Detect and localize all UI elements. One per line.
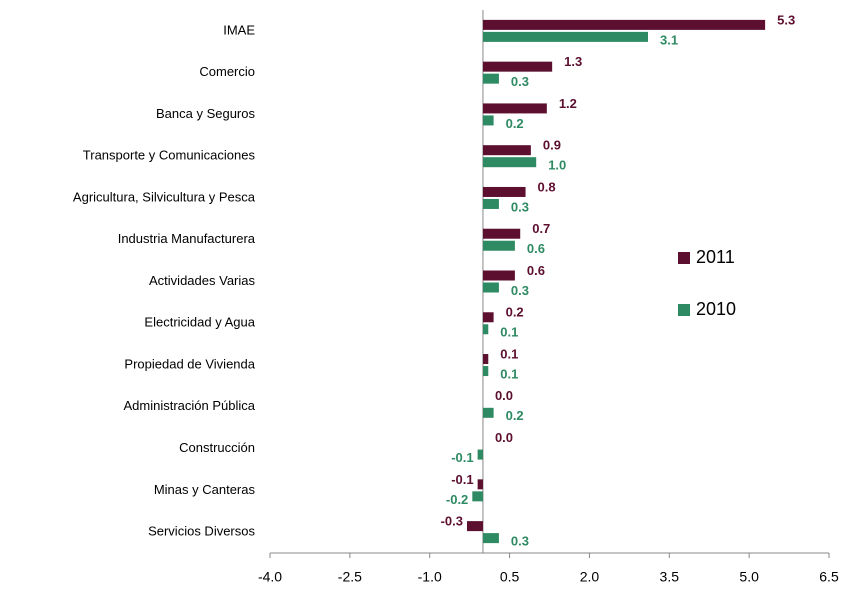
bar xyxy=(482,533,499,544)
bar xyxy=(482,186,526,197)
value-label: 0.9 xyxy=(543,138,561,153)
value-label: 0.6 xyxy=(527,263,545,278)
value-label: 1.0 xyxy=(548,158,566,173)
category-label: Administración Pública xyxy=(123,398,255,413)
category-label: Industria Manufacturera xyxy=(118,231,256,246)
bar xyxy=(482,198,499,209)
bar xyxy=(482,240,515,251)
category-label: Comercio xyxy=(199,64,255,79)
bar xyxy=(482,312,494,323)
value-label: 3.1 xyxy=(660,32,678,47)
category-label: Servicios Diversos xyxy=(148,524,255,539)
x-tick-label: 5.0 xyxy=(739,569,759,585)
x-tick-label: 6.5 xyxy=(819,569,839,585)
x-tick-label: 0.5 xyxy=(500,569,520,585)
value-label: 1.2 xyxy=(559,96,577,111)
value-label: 0.3 xyxy=(511,534,529,549)
bar xyxy=(482,31,648,42)
value-label: 0.2 xyxy=(506,408,524,423)
bar xyxy=(482,282,499,293)
value-label: 0.8 xyxy=(538,179,556,194)
bar xyxy=(482,61,553,72)
value-label: 0.3 xyxy=(511,74,529,89)
legend-label: 2011 xyxy=(696,247,735,267)
value-label: 0.1 xyxy=(500,366,518,381)
value-label: 0.0 xyxy=(495,388,513,403)
bar xyxy=(482,157,537,168)
bar xyxy=(482,407,494,418)
value-label: 0.7 xyxy=(532,221,550,236)
value-label: 1.3 xyxy=(564,54,582,69)
category-label: Actividades Varias xyxy=(149,273,255,288)
category-label: Minas y Canteras xyxy=(154,482,256,497)
bar xyxy=(482,145,531,156)
category-label: IMAE xyxy=(223,22,255,37)
category-label: Electricidad y Agua xyxy=(144,315,255,330)
bar xyxy=(482,228,521,239)
x-tick-label: 2.0 xyxy=(580,569,600,585)
value-label: 0.1 xyxy=(500,346,518,361)
x-tick-label: 3.5 xyxy=(660,569,680,585)
bar xyxy=(466,521,483,532)
bar xyxy=(477,479,483,490)
value-label: 5.3 xyxy=(777,12,795,27)
bar xyxy=(482,73,499,84)
x-tick-label: -1.0 xyxy=(418,569,442,585)
value-label: 0.1 xyxy=(500,325,518,340)
bar xyxy=(477,449,483,460)
category-label: Banca y Seguros xyxy=(156,106,256,121)
value-label: 0.6 xyxy=(527,241,545,256)
value-label: 0.2 xyxy=(506,305,524,320)
bar xyxy=(482,270,515,281)
bar xyxy=(482,103,547,114)
value-label: 0.3 xyxy=(511,199,529,214)
value-label: -0.2 xyxy=(446,492,468,507)
x-tick-label: -4.0 xyxy=(258,569,282,585)
bar xyxy=(482,366,489,377)
legend-swatch xyxy=(678,252,690,264)
bar xyxy=(482,324,489,335)
value-label: -0.1 xyxy=(451,450,473,465)
bar xyxy=(482,354,489,365)
bar xyxy=(472,491,483,502)
x-tick-label: -2.5 xyxy=(338,569,362,585)
value-label: -0.3 xyxy=(441,514,463,529)
category-label: Agricultura, Silvicultura y Pesca xyxy=(73,189,256,204)
legend-label: 2010 xyxy=(696,299,736,319)
category-label: Transporte y Comunicaciones xyxy=(83,148,256,163)
bar xyxy=(482,19,766,30)
category-label: Propiedad de Vivienda xyxy=(124,356,255,371)
value-label: 0.2 xyxy=(506,116,524,131)
value-label: -0.1 xyxy=(451,472,473,487)
legend-swatch xyxy=(678,304,690,316)
value-label: 0.0 xyxy=(495,430,513,445)
bar xyxy=(482,115,494,126)
category-label: Construcción xyxy=(179,440,255,455)
value-label: 0.3 xyxy=(511,283,529,298)
